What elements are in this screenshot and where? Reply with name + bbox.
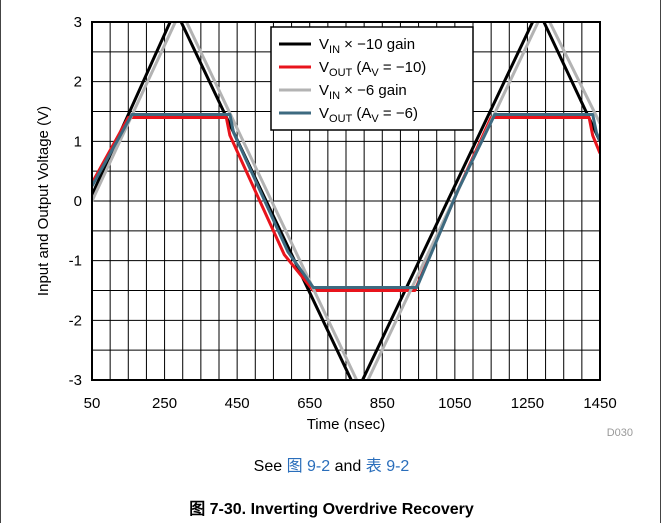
series-line-2 (92, 116, 600, 292)
y-tick-label: -1 (69, 253, 82, 270)
x-tick-label: 50 (84, 395, 101, 412)
series-line-3 (92, 22, 600, 380)
legend-label-1: VIN × −10 gain (319, 36, 415, 56)
see-prefix: See (253, 458, 287, 475)
chart: 50 250 450 650 850 1050 1250 1450 -3 -2 -1 0 1 2 3 VIN… (35, 14, 633, 439)
table-link[interactable]: 表 9-2 (365, 458, 410, 475)
plot-border (91, 21, 601, 381)
y-tick-label: 2 (74, 74, 82, 91)
see-also-line: See 图 9-2 and 表 9-2 (0, 452, 663, 476)
figure-link[interactable]: 图 9-2 (286, 458, 331, 475)
legend-label-3: VIN × −6 gain (319, 82, 407, 102)
x-tick-label: 1450 (583, 395, 616, 412)
x-tick-label: 1250 (511, 395, 544, 412)
legend-label-4: VOUT (AV = −6) (319, 105, 418, 125)
y-tick-label: -2 (69, 312, 82, 329)
y-axis-label: Input and Output Voltage (V) (35, 106, 52, 296)
x-tick-label: 450 (225, 395, 250, 412)
y-tick-label: 3 (74, 14, 82, 31)
series-layer (92, 22, 600, 380)
tick-labels: 50 250 450 650 850 1050 1250 1450 -3 -2 -1 0 1 2 3 (69, 14, 617, 412)
legend-label-2: VOUT (AV = −10) (319, 59, 426, 79)
x-tick-label: 1050 (438, 395, 471, 412)
figure-caption: 图 7-30. Inverting Overdrive Recovery (189, 501, 474, 518)
y-tick-label: -3 (69, 372, 82, 389)
series-line-4 (92, 113, 600, 289)
legend: VIN × −10 gain VOUT (AV = −10) VIN × −6 ga… (270, 26, 474, 131)
x-axis-label: Time (nsec) (307, 416, 386, 433)
x-tick-label: 650 (297, 395, 322, 412)
series-line-1 (92, 22, 600, 380)
x-tick-label: 850 (370, 395, 395, 412)
y-tick-label: 0 (74, 193, 82, 210)
figure-id: D030 (607, 427, 633, 439)
y-tick-label: 1 (74, 133, 82, 150)
x-tick-label: 250 (152, 395, 177, 412)
see-middle: and (330, 458, 366, 475)
